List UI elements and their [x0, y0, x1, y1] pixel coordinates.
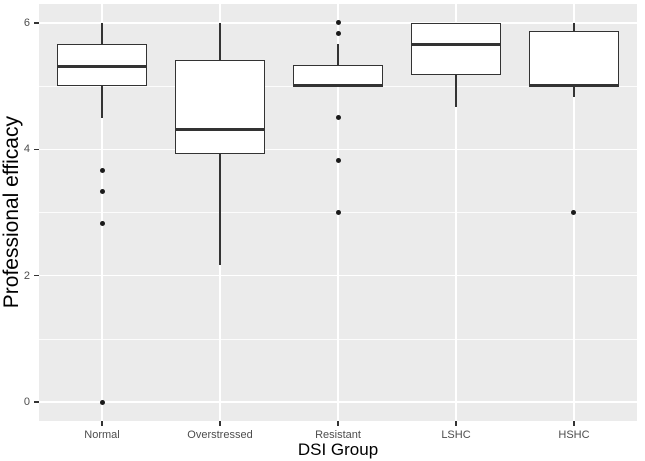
x-tick-mark: [573, 421, 575, 426]
y-axis-title-wrap: Professional efficacy: [0, 4, 24, 421]
box-lshc: [411, 22, 501, 76]
whisker-lower: [101, 86, 103, 118]
outlier-point: [335, 157, 341, 163]
y-tick-label: 6: [23, 16, 30, 29]
median-line: [529, 84, 619, 88]
median-line: [175, 127, 265, 131]
whisker-lower: [573, 86, 575, 97]
gridline-vertical: [101, 4, 103, 421]
outlier-point: [335, 115, 341, 121]
outlier-point: [99, 167, 105, 173]
whisker-upper: [219, 22, 221, 60]
outlier-point: [99, 399, 105, 405]
x-category-label: Overstressed: [187, 429, 253, 441]
whisker-upper: [573, 22, 575, 31]
x-tick-mark: [455, 421, 457, 426]
y-tick-label: 0: [23, 396, 30, 409]
box-hshc: [529, 30, 619, 88]
outlier-point: [335, 20, 341, 26]
median-line: [57, 64, 147, 68]
x-tick-mark: [337, 421, 339, 426]
x-axis-title: DSI Group: [297, 440, 379, 459]
outlier-point: [99, 189, 105, 195]
outlier-point: [99, 220, 105, 226]
whisker-upper: [101, 22, 103, 44]
y-tick-mark: [34, 274, 39, 277]
whisker-lower: [455, 75, 457, 107]
x-category-label: Normal: [84, 429, 120, 441]
x-category-label: HSHC: [558, 429, 590, 441]
gridline-vertical: [455, 4, 457, 421]
y-tick-mark: [34, 148, 39, 151]
outlier-point: [335, 31, 341, 37]
x-tick-mark: [101, 421, 103, 426]
x-category-label: Resistant: [315, 429, 361, 441]
median-line: [411, 43, 501, 47]
x-category-label: LSHC: [441, 429, 471, 441]
outlier-point: [571, 210, 577, 215]
whisker-upper: [337, 43, 339, 66]
median-line: [293, 84, 383, 88]
box-resistant: [293, 65, 383, 88]
box-normal: [57, 43, 147, 87]
whisker-lower: [219, 154, 221, 265]
y-tick-label: 2: [23, 269, 30, 282]
y-tick-label: 4: [23, 143, 30, 156]
box-overstressed: [175, 59, 265, 155]
y-tick-mark: [34, 22, 39, 24]
y-tick-mark: [34, 401, 39, 403]
x-tick-mark: [219, 421, 221, 426]
outlier-point: [335, 210, 341, 215]
plot-panel: [39, 4, 637, 421]
